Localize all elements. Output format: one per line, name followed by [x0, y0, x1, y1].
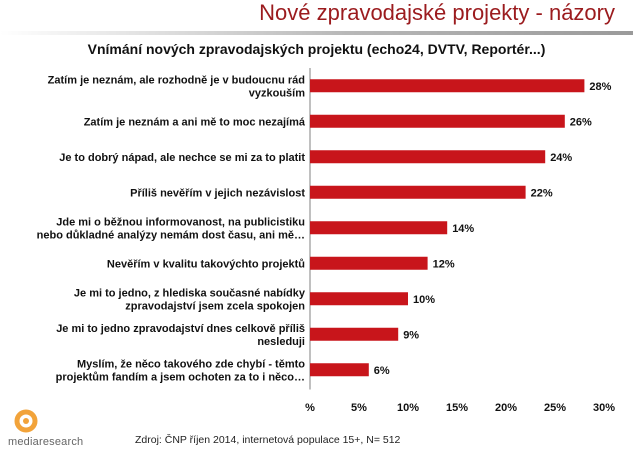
bar-3: [310, 150, 546, 164]
category-label-3: Je to dobrý nápad, ale nechce se mi za t…: [59, 152, 305, 164]
category-label-line: Je mi to jedno zpravodajství dnes celkov…: [56, 323, 305, 335]
data-label-5: 14%: [452, 223, 474, 235]
bar-6: [310, 256, 428, 270]
category-label-line: Zatím je neznám a ani mě to moc nezajímá: [84, 116, 306, 128]
category-label-5: Jde mi o běžnou informovanost, na public…: [37, 216, 305, 241]
x-tick-label-6: 25%: [544, 402, 566, 414]
category-label-9: Myslím, že něco takového zde chybí - těm…: [56, 358, 306, 383]
x-tick-label-3: 10%: [397, 402, 419, 414]
category-label-line: Příliš nevěřím v jejich nezávislost: [130, 187, 305, 199]
category-label-line: projektům fandím a jsem ochoten za to i …: [56, 371, 305, 383]
category-label-line: Myslím, že něco takového zde chybí - těm…: [77, 358, 305, 370]
category-label-line: Nevěřím v kvalitu takovýchto projektů: [107, 258, 305, 270]
mediaresearch-logo: mediaresearch: [8, 408, 118, 450]
bar-7: [310, 292, 408, 306]
data-label-4: 22%: [531, 187, 553, 199]
category-label-line: Je to dobrý nápad, ale nechce se mi za t…: [59, 152, 305, 164]
category-label-line: Zatím je neznám, ale rozhodně je v budou…: [48, 74, 305, 86]
data-label-9: 6%: [374, 365, 390, 377]
data-label-3: 24%: [550, 152, 572, 164]
source-note: Zdroj: ČNP říjen 2014, internetová popul…: [135, 434, 401, 446]
category-label-6: Nevěřím v kvalitu takovýchto projektů: [107, 258, 305, 270]
page-title: Nové zpravodajské projekty - názory: [259, 0, 615, 25]
logo-mark-icon: [14, 409, 38, 433]
category-label-line: Jde mi o běžnou informovanost, na public…: [56, 216, 305, 228]
x-tick-label-2: 5%: [351, 402, 367, 414]
x-tick-label-5: 20%: [495, 402, 517, 414]
category-label-line: vyzkouším: [249, 87, 305, 99]
data-label-6: 12%: [433, 258, 455, 270]
category-label-line: Je mi to jedno, z hlediska současné nabí…: [74, 287, 306, 299]
bar-4: [310, 185, 526, 199]
data-label-7: 10%: [413, 294, 435, 306]
category-label-line: zpravodajství jsem zcela spokojen: [125, 300, 305, 312]
bar-8: [310, 327, 399, 341]
category-label-1: Zatím je neznám, ale rozhodně je v budou…: [48, 74, 306, 99]
data-label-2: 26%: [570, 116, 592, 128]
data-label-8: 9%: [403, 329, 419, 341]
bar-5: [310, 221, 448, 235]
bar-9: [310, 363, 369, 377]
title-divider: [0, 31, 633, 35]
category-label-line: nesleduji: [257, 336, 305, 348]
data-label-1: 28%: [589, 81, 611, 93]
category-label-line: nebo důkladné analýzy nemám dost času, a…: [37, 229, 305, 241]
x-tick-label-1: %: [305, 402, 315, 414]
category-label-7: Je mi to jedno, z hlediska současné nabí…: [74, 287, 306, 312]
x-tick-label-7: 30%: [593, 402, 615, 414]
category-label-8: Je mi to jedno zpravodajství dnes celkov…: [56, 323, 305, 348]
category-label-2: Zatím je neznám a ani mě to moc nezajímá: [84, 116, 306, 128]
bar-1: [310, 79, 585, 93]
bar-2: [310, 114, 565, 128]
category-label-4: Příliš nevěřím v jejich nezávislost: [130, 187, 305, 199]
x-tick-label-4: 15%: [446, 402, 468, 414]
chart-title: Vnímání nových zpravodajských projektu (…: [87, 41, 546, 57]
logo-text: mediaresearch: [8, 436, 84, 448]
